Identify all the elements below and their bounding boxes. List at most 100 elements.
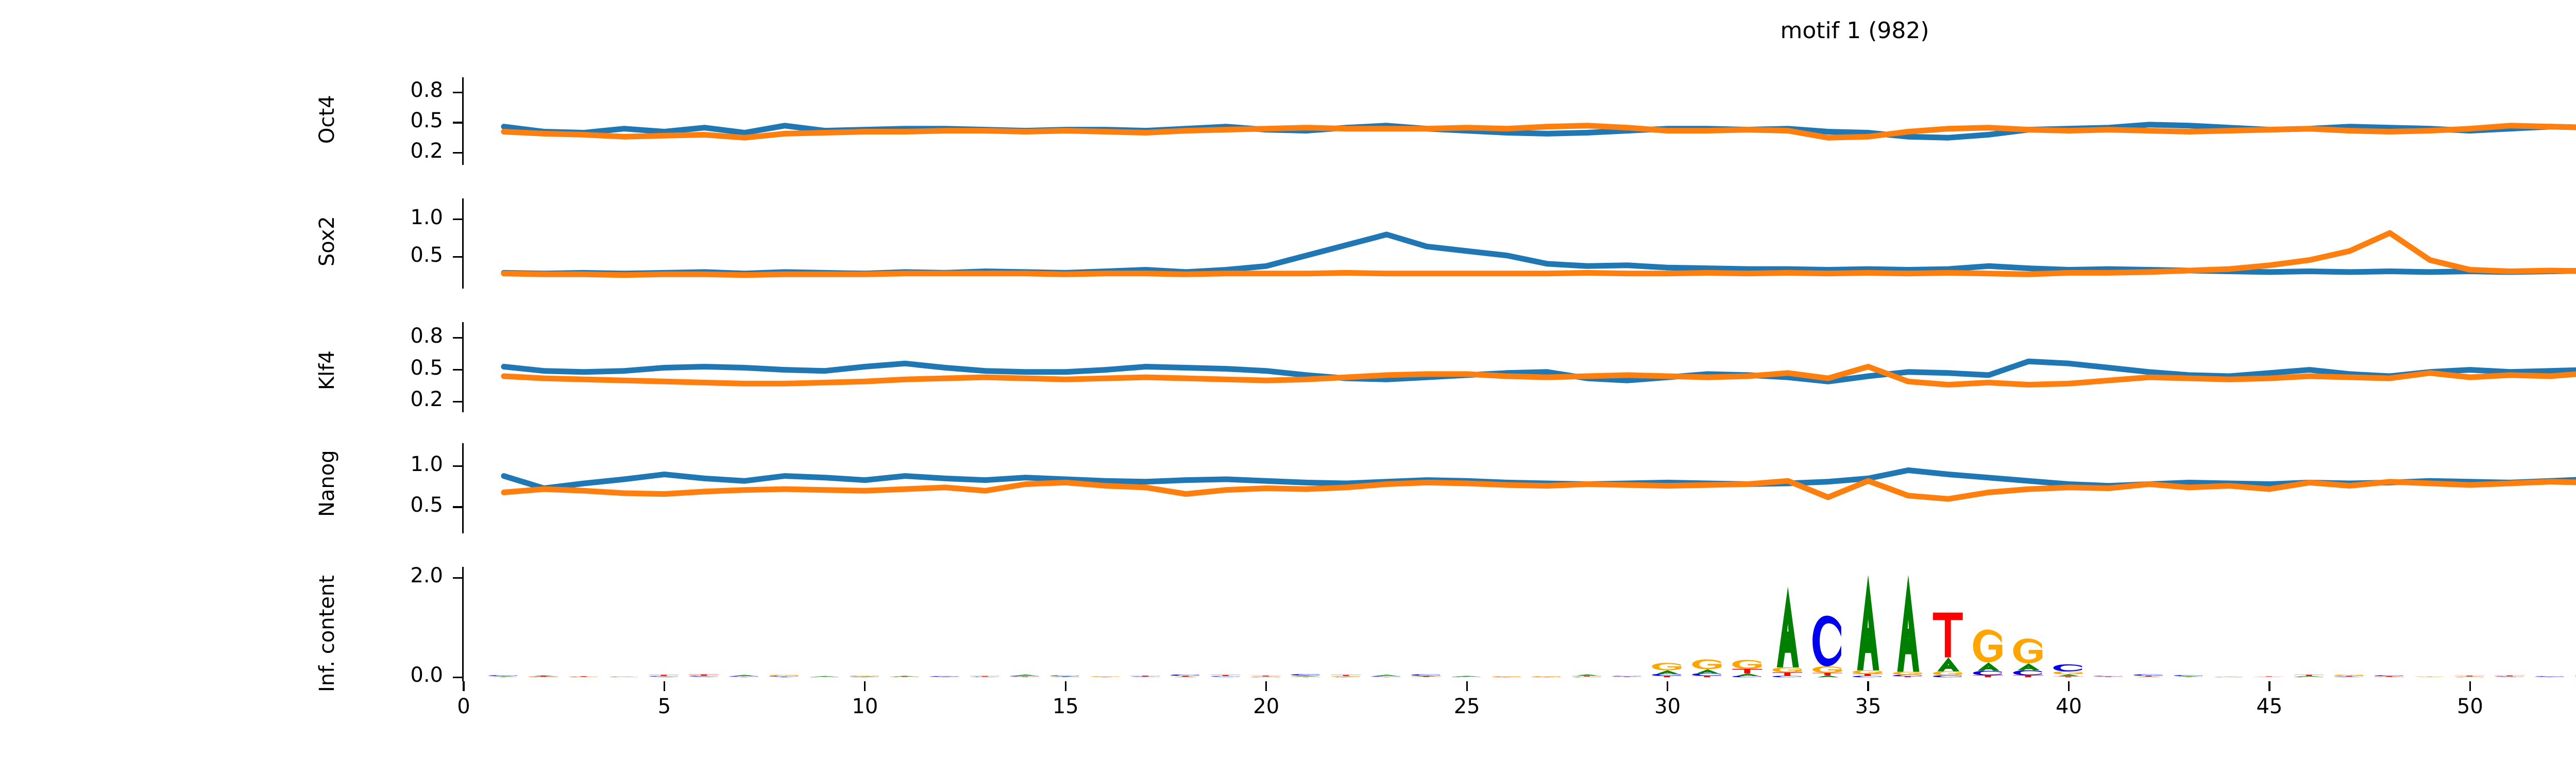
y-tick-mark [453,91,462,93]
logo-glyph-T [1973,675,2003,678]
logo-glyph-G [1853,670,1882,674]
logo-glyph-G [1973,629,2003,663]
logo-glyph-T [2374,676,2404,677]
logo-glyph-C [1933,675,1962,678]
logo-glyph-T [1210,675,1241,676]
logo-glyph-T [1652,676,1682,678]
logo-glyph-T [1812,673,1843,676]
x-tick-label: 30 [1654,695,1681,718]
x-tick-label: 25 [1453,695,1480,718]
logo-glyph-T [2294,675,2324,676]
panel-axis-label: Klf4 [315,350,339,390]
logo-glyph-C [2495,676,2523,677]
logo-glyph-A [1897,575,1920,672]
x-tick-mark [1064,681,1066,691]
logo-glyph-C [1050,675,1079,677]
logo-glyph-T [2053,676,2083,678]
logo-glyph-T [649,675,679,676]
y-tick-label: 0.5 [410,493,443,517]
logo-glyph-T [1892,676,1923,678]
x-tick-label: 35 [1855,695,1882,718]
logo-glyph-T [1371,677,1401,678]
logo-glyph-C [1772,676,1801,678]
y-tick-label: 2.0 [410,564,443,588]
logo-glyph-T [1291,677,1321,678]
logo-glyph-T [2253,676,2284,677]
y-tick-label: 0.0 [410,663,443,687]
logo-glyph-T [2133,676,2164,677]
x-axis: 0510152025303540455055606570 [457,681,2576,743]
logo-glyph-A [1857,575,1879,670]
logo-glyph-T [1331,675,1361,676]
logo-glyph-A [533,675,555,677]
logo-glyph-A [2298,676,2321,677]
logo-glyph-A [1697,669,1719,674]
logo-glyph-C [1130,676,1159,677]
panel-axis-label: Inf. content [315,575,339,692]
panel-axis-label: Oct4 [315,95,339,144]
logo-glyph-G [1531,676,1561,677]
logo-glyph-A [1977,662,2000,671]
logo-glyph-A [1904,629,1912,638]
logo-glyph-G [2133,677,2163,678]
logo-glyph-T [689,674,719,676]
x-tick-mark [463,681,465,691]
logo-glyph-T [568,676,599,677]
logo-glyph-C [2013,670,2042,676]
logo-glyph-G [1492,676,1521,677]
y-axis-spine [462,322,464,412]
logo-glyph-G [1812,666,1842,673]
x-tick-mark [2268,681,2270,691]
logo-glyph-G [1250,676,1280,677]
logo-glyph-C [1571,677,1601,678]
figure-title: motif 1 (982) [1780,18,1929,44]
logo-glyph-C [1291,674,1320,676]
y-axis-spine [462,567,464,681]
logo-glyph-A [2338,677,2361,678]
logo-glyph-C [2133,674,2162,676]
x-tick-mark [1466,681,1468,691]
x-tick-label: 5 [657,695,671,718]
panel-klf4: 0.2 0.5 0.8 Klf4 [315,322,2576,412]
logo-glyph-C [2174,675,2202,676]
y-tick-mark [453,577,462,579]
logo-glyph-C [488,675,517,676]
logo-glyph-G [1732,660,1762,669]
y-tick-label: 0.8 [410,324,443,348]
logo-glyph-C [769,676,798,677]
x-tick-label: 15 [1052,695,1079,718]
logo-glyph-G [849,675,879,677]
logo-glyph-A [1776,586,1799,667]
y-tick-mark [453,676,462,678]
logo-glyph-G [1170,677,1200,678]
logo-glyph-A [733,675,756,676]
x-tick-mark [2067,681,2070,691]
logo-glyph-C [1973,670,2002,676]
logo-glyph-A [1576,674,1599,676]
logo-glyph-C [2374,675,2403,677]
logo-glyph-C [929,676,959,677]
logo-glyph-C [1892,675,1922,677]
trace-line-series_b [504,367,2576,385]
logo-glyph-A [854,676,876,677]
x-tick-label: 0 [457,695,470,718]
logo-glyph-G [2053,671,2083,675]
logo-glyph-A [1375,675,1398,676]
logo-glyph-G [1331,676,1361,677]
panel-sox2: 0.5 1.0 Sox2 [315,198,2576,289]
trace-line-series_b [504,123,2576,138]
logo-glyph-G [1892,671,1922,675]
logo-glyph-T [528,676,558,677]
panel-nanog: 0.5 1.0 Nanog [315,443,2576,533]
logo-glyph-C [1170,674,1199,676]
x-tick-mark [2469,681,2471,691]
logo-glyph-G [1652,663,1682,670]
logo-glyph-T [1933,612,1963,658]
y-tick-label: 0.5 [410,243,443,267]
logo-glyph-T [1772,672,1803,676]
logo-glyph-G [2013,638,2043,664]
trace-plot [464,443,2576,533]
logo-glyph-C [1812,615,1841,667]
x-tick-mark [1265,681,1267,691]
